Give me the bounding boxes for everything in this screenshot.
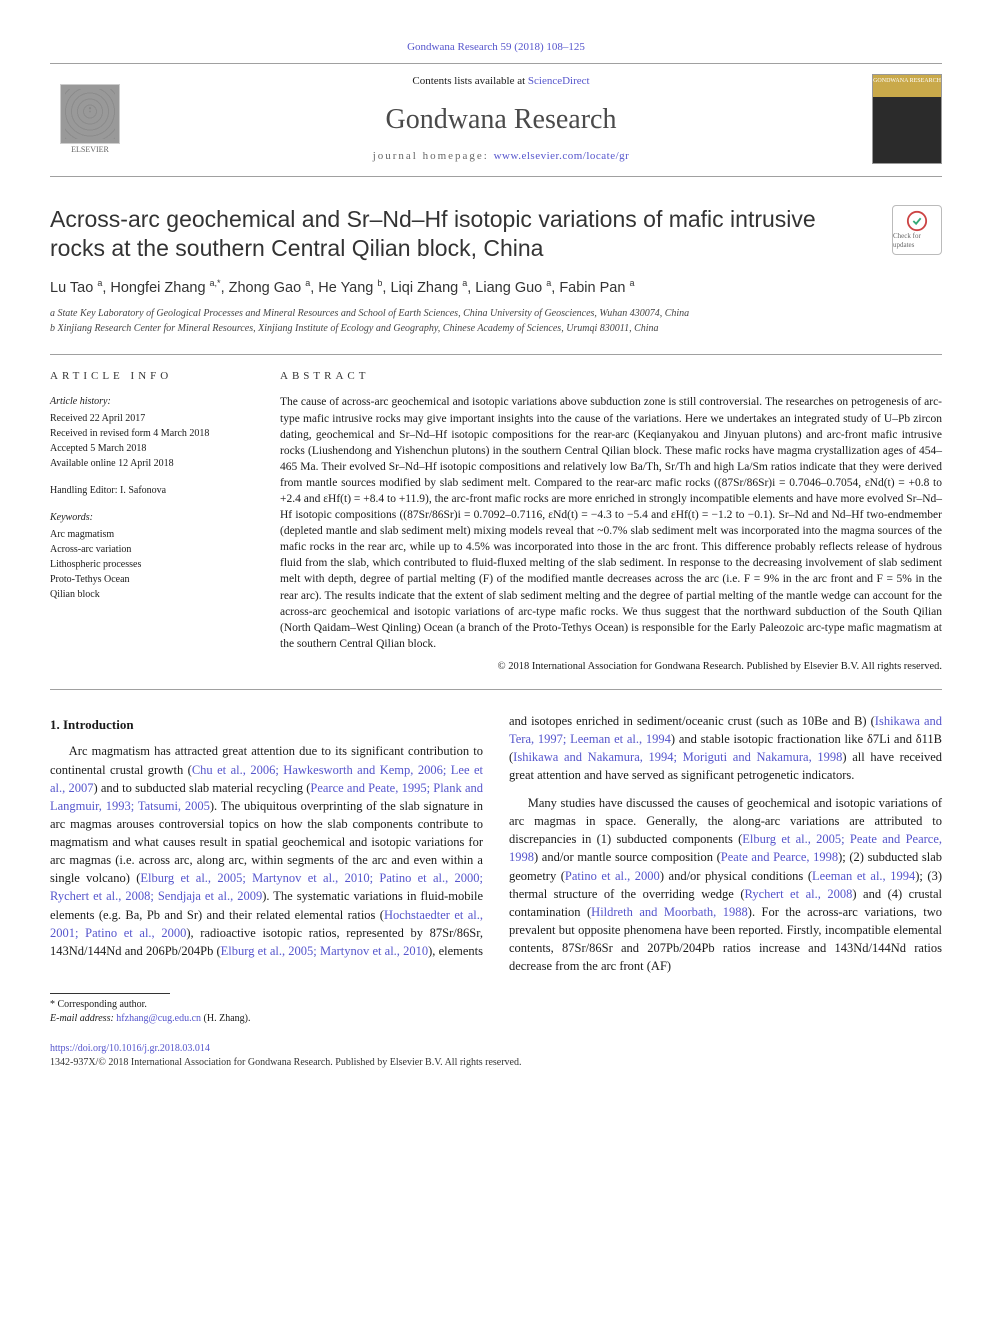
affiliation-b: b Xinjiang Research Center for Mineral R…	[50, 321, 942, 336]
doi-line: https://doi.org/10.1016/j.gr.2018.03.014	[50, 1042, 942, 1056]
contents-prefix: Contents lists available at	[412, 75, 527, 87]
corresponding-footnote: * Corresponding author. E-mail address: …	[50, 998, 942, 1026]
footnote-rule	[50, 993, 170, 994]
ref-link[interactable]: Elburg et al., 2005; Martynov et al., 20…	[221, 944, 428, 958]
homepage-link[interactable]: www.elsevier.com/locate/gr	[494, 150, 630, 162]
intro-para-2: Many studies have discussed the causes o…	[509, 794, 942, 975]
ref-link[interactable]: Peate and Pearce, 1998	[721, 850, 838, 864]
ref-link[interactable]: Patino et al., 2000	[565, 869, 660, 883]
check-updates-badge[interactable]: Check for updates	[892, 205, 942, 255]
ref-link[interactable]: Ishikawa and Nakamura, 1994; Moriguti an…	[513, 750, 842, 764]
publisher-logo: ELSEVIER	[50, 74, 130, 164]
keyword-3: Proto-Tethys Ocean	[50, 572, 250, 587]
history-online: Available online 12 April 2018	[50, 456, 250, 471]
section-1-head: 1. Introduction	[50, 716, 483, 735]
abstract-copyright: © 2018 International Association for Gon…	[280, 660, 942, 675]
ref-link[interactable]: Leeman et al., 1994	[812, 869, 915, 883]
keyword-4: Qilian block	[50, 587, 250, 602]
handling-editor: Handling Editor: I. Safonova	[50, 483, 250, 498]
homepage-prefix: journal homepage:	[373, 150, 494, 162]
email-label: E-mail address:	[50, 1013, 116, 1024]
author-list: Lu Tao a, Hongfei Zhang a,*, Zhong Gao a…	[50, 277, 942, 298]
corresponding-label: * Corresponding author.	[50, 998, 942, 1012]
issn-line: 1342-937X/© 2018 International Associati…	[50, 1056, 942, 1070]
elsevier-tree-icon	[60, 84, 120, 144]
check-updates-label: Check for updates	[893, 232, 941, 252]
homepage-line: journal homepage: www.elsevier.com/locat…	[130, 149, 872, 164]
keywords-label: Keywords:	[50, 510, 250, 525]
email-link[interactable]: hfzhang@cug.edu.cn	[116, 1013, 201, 1024]
sciencedirect-link[interactable]: ScienceDirect	[528, 75, 590, 87]
publisher-name: ELSEVIER	[71, 144, 109, 155]
ref-link[interactable]: Hildreth and Moorbath, 1988	[591, 905, 748, 919]
top-rule	[50, 63, 942, 64]
journal-header: ELSEVIER Contents lists available at Sci…	[50, 74, 942, 177]
keyword-1: Across-arc variation	[50, 542, 250, 557]
crossmark-icon	[906, 210, 928, 232]
keyword-2: Lithospheric processes	[50, 557, 250, 572]
abstract-head: ABSTRACT	[280, 369, 942, 384]
journal-cover-thumb: GONDWANA RESEARCH	[872, 74, 942, 164]
history-accepted: Accepted 5 March 2018	[50, 441, 250, 456]
email-suffix: (H. Zhang).	[201, 1013, 250, 1024]
doi-link[interactable]: https://doi.org/10.1016/j.gr.2018.03.014	[50, 1043, 210, 1054]
affiliations: a State Key Laboratory of Geological Pro…	[50, 306, 942, 336]
article-info-head: ARTICLE INFO	[50, 369, 250, 384]
journal-name: Gondwana Research	[130, 100, 872, 139]
contents-line: Contents lists available at ScienceDirec…	[130, 74, 872, 89]
article-title: Across-arc geochemical and Sr–Nd–Hf isot…	[50, 205, 892, 263]
history-label: Article history:	[50, 394, 250, 409]
history-revised: Received in revised form 4 March 2018	[50, 426, 250, 441]
abstract-text: The cause of across-arc geochemical and …	[280, 394, 942, 652]
ref-link[interactable]: Rychert et al., 2008	[744, 887, 852, 901]
body-columns: 1. Introduction Arc magmatism has attrac…	[50, 712, 942, 976]
history-received: Received 22 April 2017	[50, 411, 250, 426]
citation-header: Gondwana Research 59 (2018) 108–125	[50, 40, 942, 55]
affiliation-a: a State Key Laboratory of Geological Pro…	[50, 306, 942, 321]
keyword-0: Arc magmatism	[50, 527, 250, 542]
